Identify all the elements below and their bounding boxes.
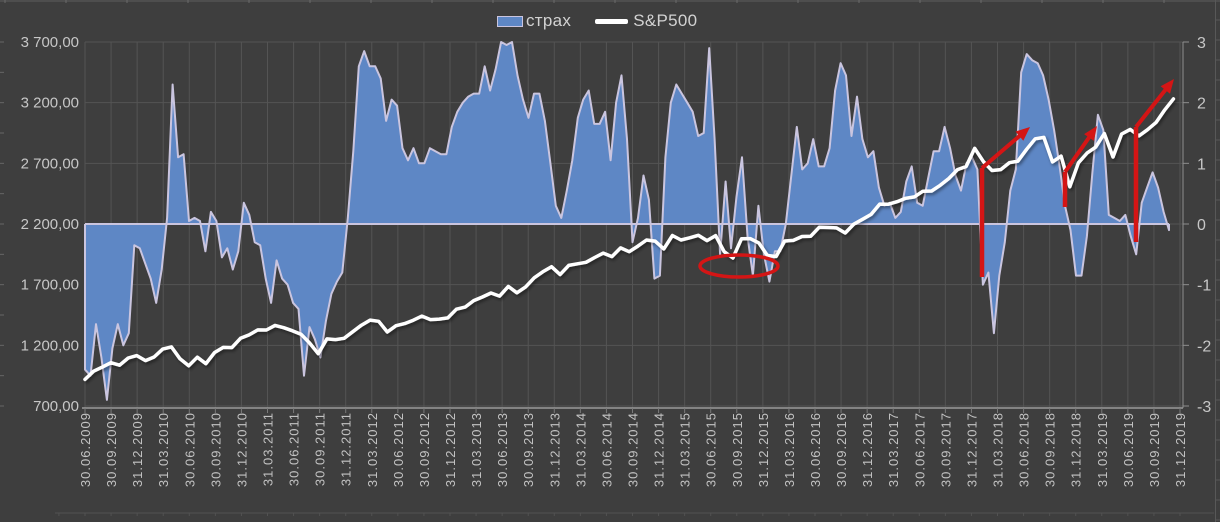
annotation-arrow-shaft	[1063, 133, 1093, 174]
x-axis-label: 30.06.2013	[495, 412, 510, 487]
x-axis-label: 31.12.2010	[234, 412, 249, 487]
x-axis-label: 31.03.2014	[573, 412, 588, 487]
annotation-ellipse	[698, 253, 780, 279]
x-axis-label: 31.12.2016	[860, 412, 875, 487]
x-axis-label: 31.03.2015	[678, 412, 693, 487]
x-axis-label: 31.03.2017	[886, 412, 901, 487]
y-right-axis-label: 0	[1197, 217, 1206, 234]
x-axis-label: 30.06.2016	[808, 412, 823, 487]
x-axis-label: 30.09.2018	[1043, 412, 1058, 487]
y-right-axis-label: -3	[1197, 399, 1211, 416]
y-left-axis-label: 1 700,00	[21, 277, 79, 294]
x-axis-label: 30.06.2011	[287, 412, 302, 486]
x-axis-label: 31.03.2018	[991, 412, 1006, 487]
x-axis-label: 31.12.2017	[964, 412, 979, 487]
annotation-arrow-head	[1084, 126, 1097, 141]
x-axis-label: 30.09.2017	[938, 412, 953, 487]
x-axis-label: 30.09.2012	[417, 412, 432, 487]
x-axis-label: 30.06.2019	[1121, 412, 1136, 487]
legend-line-swatch	[595, 18, 629, 24]
x-axis-label: 30.06.2015	[704, 412, 719, 487]
legend: страх S&P500	[497, 9, 697, 33]
x-axis-label: 31.12.2012	[443, 412, 458, 487]
x-axis-label: 30.09.2014	[626, 412, 641, 487]
x-axis-label: 30.06.2018	[1017, 412, 1032, 487]
x-axis-label: 30.09.2009	[104, 412, 119, 487]
x-axis-label: 31.03.2019	[1095, 412, 1110, 487]
x-axis-label: 31.03.2016	[782, 412, 797, 487]
y-left-axis-label: 3 200,00	[21, 95, 79, 112]
x-axis-label: 31.03.2010	[156, 412, 171, 487]
x-axis-label: 31.03.2013	[469, 412, 484, 487]
x-axis-label: 30.09.2016	[834, 412, 849, 487]
x-axis-label: 31.12.2019	[1173, 412, 1188, 487]
annotation-arrow-shaft	[980, 131, 1024, 170]
y-right-axis-label: 3	[1197, 35, 1206, 52]
x-axis-label: 30.09.2013	[521, 412, 536, 487]
x-axis-label: 30.06.2010	[182, 412, 197, 487]
x-axis-label: 30.06.2012	[391, 412, 406, 487]
x-axis-label: 30.09.2019	[1147, 412, 1162, 487]
x-axis-label: 30.06.2014	[599, 412, 614, 487]
x-axis-label: 31.12.2015	[756, 412, 771, 487]
x-axis-label: 30.06.2017	[912, 412, 927, 487]
x-axis-label: 31.12.2009	[130, 412, 145, 487]
y-right-axis-label: 1	[1197, 156, 1206, 173]
legend-area-swatch	[497, 15, 523, 27]
fear-area-outline	[84, 41, 1170, 401]
annotation-arrow-head	[1160, 79, 1174, 94]
legend-label-fear: страх	[526, 11, 572, 30]
y-left-axis-label: 2 200,00	[21, 216, 79, 233]
y-left-axis-label: 2 700,00	[21, 155, 79, 172]
y-left-axis-label: 3 700,00	[21, 34, 79, 51]
sp500-line	[83, 97, 1176, 382]
y-right-axis-label: -1	[1197, 278, 1211, 295]
y-left-axis-label: 700,00	[33, 398, 79, 415]
x-axis-label: 31.12.2018	[1069, 412, 1084, 487]
x-axis-label: 31.12.2014	[652, 412, 667, 487]
x-axis-label: 31.03.2011	[261, 412, 276, 486]
x-axis-label: 31.12.2011	[339, 412, 354, 486]
y-right-axis-label: 2	[1197, 96, 1206, 113]
x-axis-label: 30.09.2011	[313, 412, 328, 486]
y-left-axis-label: 1 200,00	[21, 337, 79, 354]
x-axis-label: 30.09.2010	[208, 412, 223, 487]
x-axis-label: 31.12.2013	[547, 412, 562, 487]
y-right-axis-label: -2	[1197, 338, 1211, 355]
x-axis-label: 31.03.2012	[365, 412, 380, 487]
annotation-arrow-head	[1015, 127, 1030, 141]
x-axis-label: 30.06.2009	[78, 412, 93, 487]
x-axis-label: 30.09.2015	[730, 412, 745, 487]
fear-area-fill	[85, 42, 1169, 400]
legend-label-sp500: S&P500	[633, 11, 698, 30]
annotation-arrow-shaft	[1134, 85, 1170, 129]
